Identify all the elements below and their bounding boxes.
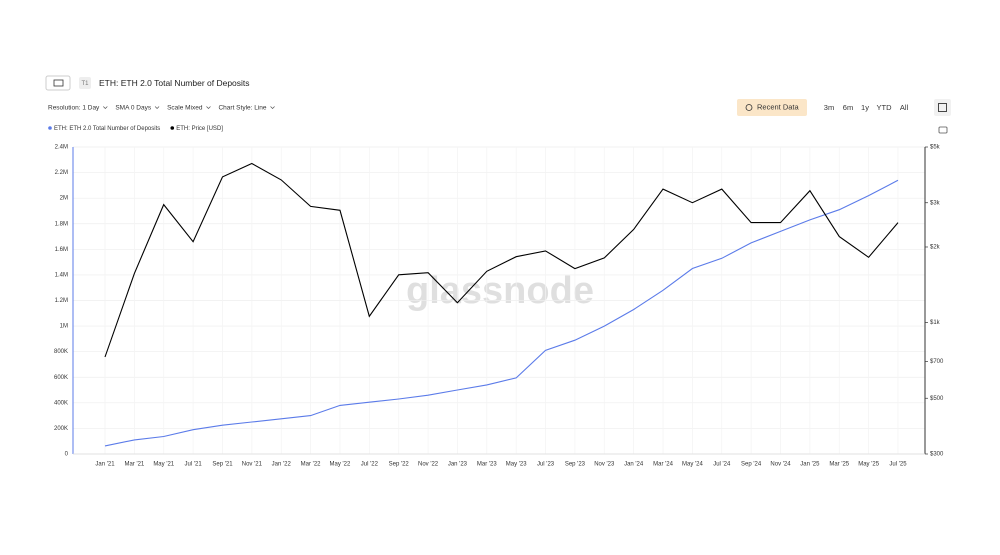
range-button[interactable]: 1y: [861, 103, 869, 112]
y2-tick-label: $2k: [930, 245, 941, 251]
chevron: [270, 106, 275, 109]
recent-label: Recent Data: [757, 102, 800, 111]
x-tick-label: Nov '21: [242, 462, 263, 468]
x-tick-label: Mar '22: [301, 462, 321, 468]
x-tick-label: Jul '23: [537, 462, 555, 468]
y-tick-label: 1.6M: [55, 247, 68, 253]
x-tick-label: Mar '21: [124, 462, 144, 468]
chart-title: ETH: ETH 2.0 Total Number of Deposits: [99, 78, 250, 88]
x-tick-label: Jan '23: [448, 462, 468, 468]
x-tick-label: Jul '24: [713, 462, 731, 468]
x-tick-label: May '24: [682, 462, 703, 468]
y-tick-label: 1M: [60, 324, 68, 330]
x-tick-label: Nov '23: [594, 462, 615, 468]
series-line: [104, 162, 899, 358]
x-tick-label: May '21: [153, 462, 174, 468]
x-tick-label: Sep '23: [565, 462, 586, 468]
y2-tick-label: $700: [930, 359, 944, 365]
calendar-button[interactable]: [934, 99, 951, 116]
range-button[interactable]: 6m: [843, 103, 853, 112]
y2-tick-label: $300: [930, 452, 944, 458]
calendar-icon: [938, 103, 947, 112]
x-tick-label: Jul '22: [361, 462, 379, 468]
y-tick-label: 2.4M: [55, 145, 68, 151]
y-tick-label: 200K: [54, 426, 68, 432]
watermark: glassnode: [406, 270, 594, 312]
chevron: [154, 106, 160, 109]
y-tick-label: 0: [65, 452, 69, 458]
sidebar-toggle[interactable]: [45, 75, 71, 91]
series-line: [104, 179, 899, 447]
sidebar-icon: [53, 79, 64, 87]
controls: Resolution: 1 Day SMA 0 Days Scale Mixed Ch…: [48, 105, 275, 112]
x-tick-label: Jan '21: [95, 462, 115, 468]
y-tick-label: 600K: [54, 375, 68, 381]
x-tick-label: Nov '22: [418, 462, 439, 468]
y-tick-label: 2M: [60, 196, 68, 202]
dropdown[interactable]: Resolution: 1 Day: [48, 105, 100, 112]
x-tick-label: Jan '24: [624, 462, 644, 468]
ranges: 3m 6m 1y YTD All: [824, 103, 909, 112]
y-tick-label: 400K: [54, 400, 68, 406]
legend-dot: [48, 126, 52, 130]
legend-dot: [170, 126, 175, 130]
badge: T1: [81, 81, 89, 87]
chevron: [206, 106, 211, 109]
x-tick-label: Mar '24: [653, 462, 673, 468]
x-tick-label: May '22: [330, 462, 351, 468]
y-tick-label: 1.8M: [55, 221, 68, 227]
x-tick-label: Jan '25: [800, 462, 820, 468]
range-button[interactable]: YTD: [877, 103, 893, 112]
x-tick-label: Jan '22: [272, 462, 292, 468]
legend-label: ETH: ETH 2.0 Total Number of Deposits: [54, 126, 160, 132]
dropdown[interactable]: Chart Style: Line: [218, 105, 266, 112]
x-tick-label: Nov '24: [770, 462, 791, 468]
legend-label: ETH: Price [USD]: [176, 126, 223, 132]
x-tick-label: Sep '21: [212, 462, 233, 468]
x-tick-label: May '25: [858, 462, 879, 468]
dropdown[interactable]: SMA 0 Days: [115, 105, 152, 112]
range-button[interactable]: 3m: [824, 103, 834, 112]
x-tick-label: Mar '25: [829, 462, 849, 468]
x-tick-label: Jul '25: [889, 462, 907, 468]
y-tick-label: 1.4M: [55, 272, 68, 278]
y-tick-label: 2.2M: [55, 170, 68, 176]
recent-icon: [745, 104, 753, 111]
y-tick-label: 800K: [54, 349, 68, 355]
x-tick-label: Mar '23: [477, 462, 497, 468]
dropdown[interactable]: Scale Mixed: [167, 105, 203, 112]
chevron: [103, 106, 108, 109]
x-tick-label: Sep '24: [741, 462, 762, 468]
legend: ETH: ETH 2.0 Total Number of Deposits ETH…: [48, 126, 223, 132]
range-button[interactable]: All: [900, 103, 909, 112]
x-tick-label: Jul '21: [185, 462, 203, 468]
y2-tick-label: $3k: [930, 200, 941, 206]
badge-bg: [79, 77, 91, 89]
y2-tick-label: $5k: [930, 145, 941, 151]
y2-tick-label: $1k: [930, 320, 941, 326]
recent-button[interactable]: [737, 99, 807, 116]
x-tick-label: Sep '22: [389, 462, 410, 468]
y2-tick-label: $500: [930, 396, 944, 402]
x-tick-label: May '23: [506, 462, 527, 468]
camera-icon[interactable]: [938, 126, 948, 134]
y-tick-label: 1.2M: [55, 298, 68, 304]
